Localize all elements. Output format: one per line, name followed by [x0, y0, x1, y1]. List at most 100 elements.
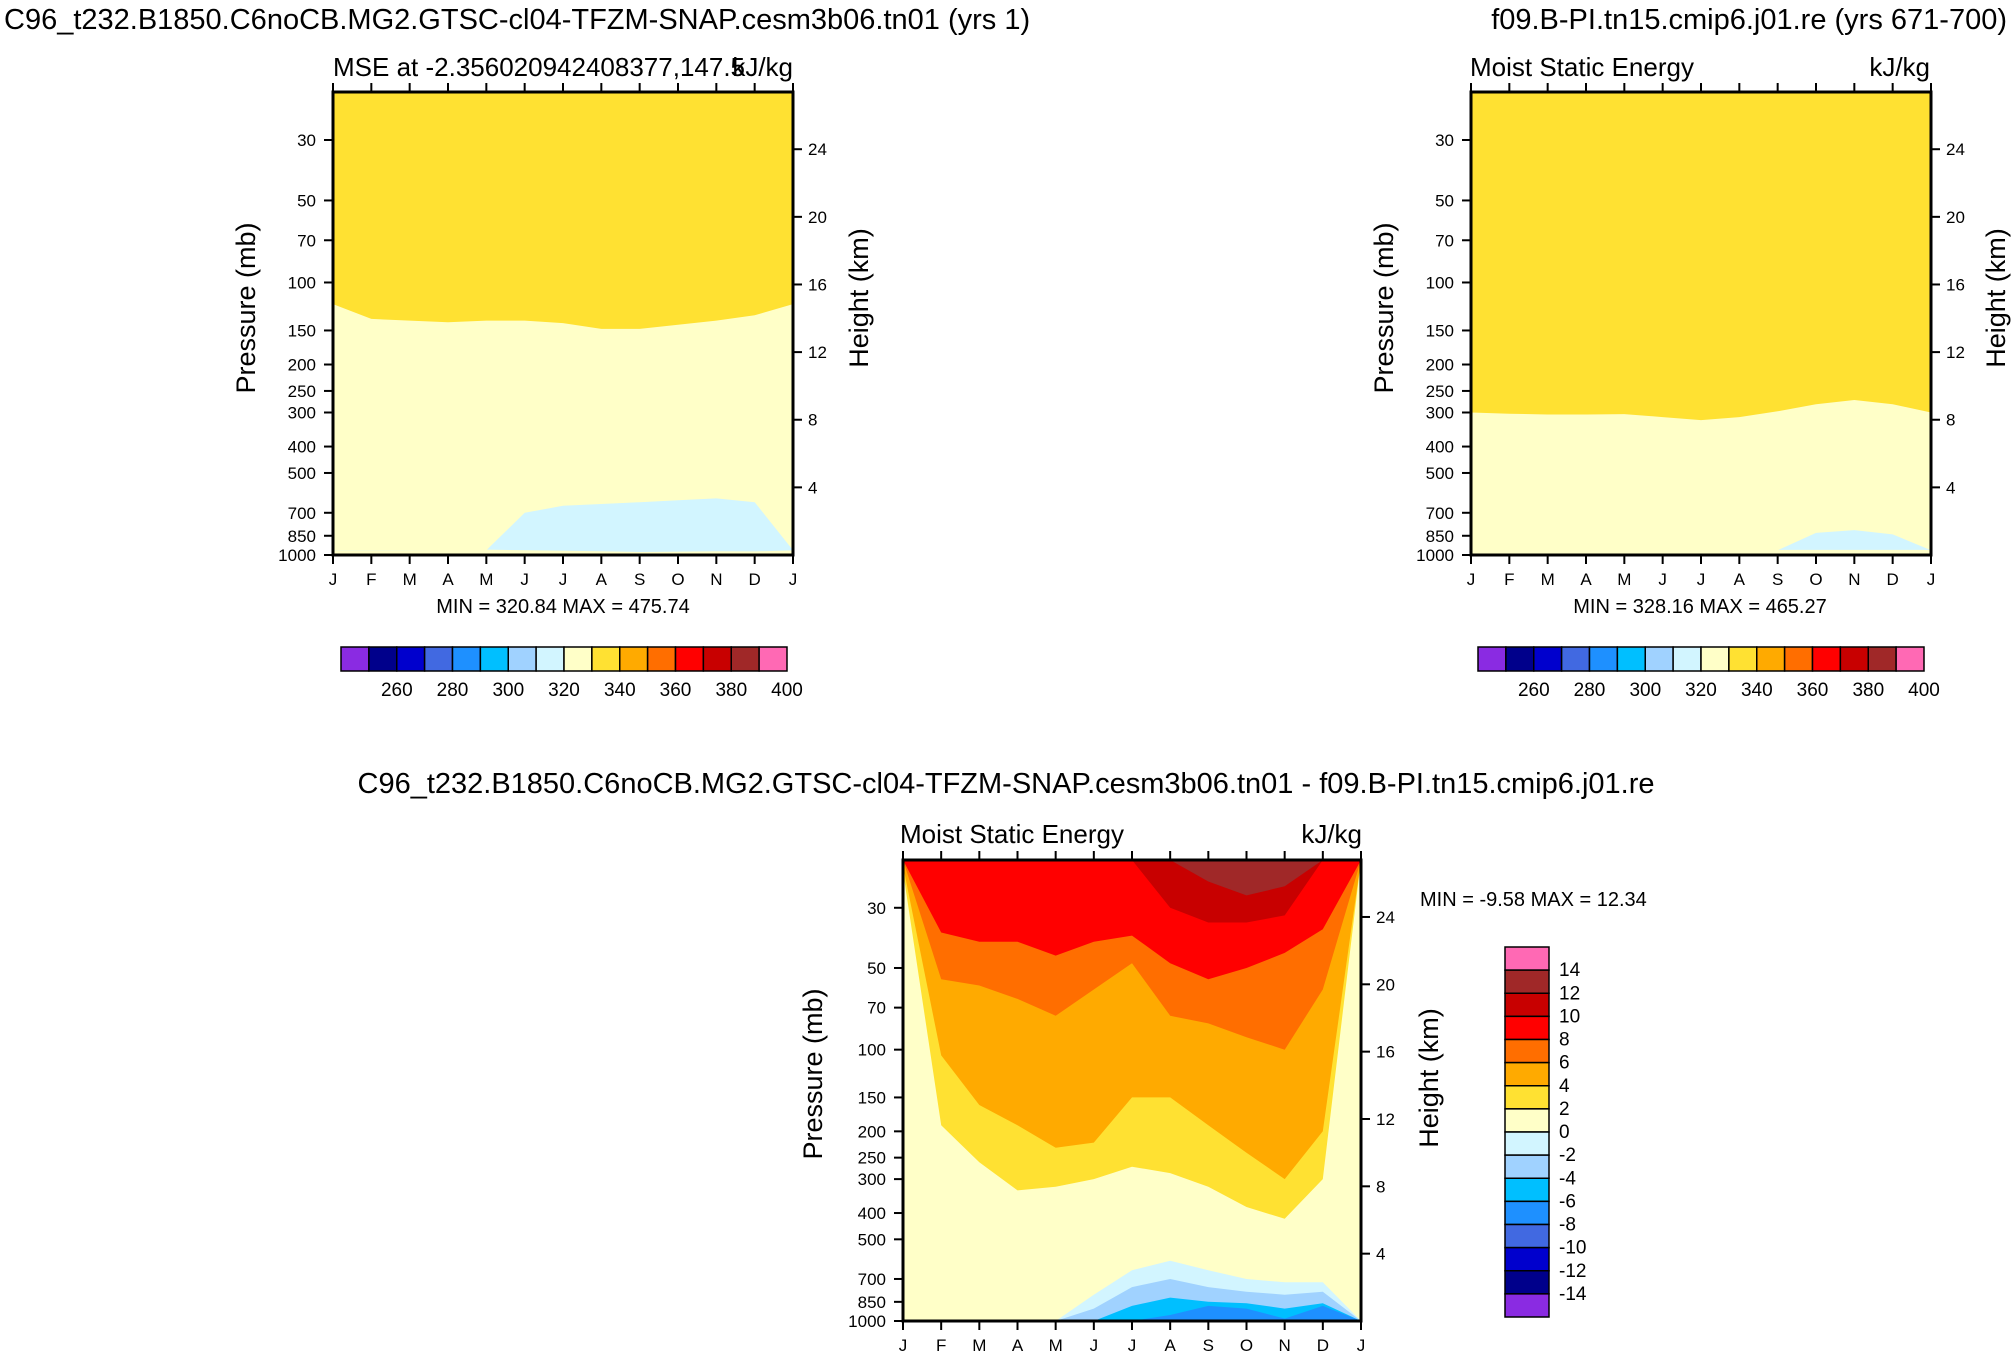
- panel-2-colorbar: 260 280 300 320 340 360 380 400: [1477, 646, 1940, 701]
- y-tick-right-label: 8: [1946, 411, 1955, 430]
- y-tick-label: 50: [867, 959, 886, 978]
- colorbar-label: 4: [1559, 1076, 1570, 1097]
- y-tick-label: 250: [1426, 382, 1454, 401]
- colorbar-label: 320: [1685, 680, 1717, 701]
- panel-1-stats: MIN = 320.84 MAX = 475.74: [436, 596, 690, 618]
- colorbar-box: [619, 646, 649, 672]
- colorbar-label: 14: [1559, 960, 1581, 981]
- colorbar-label: 320: [548, 680, 580, 701]
- y-tick-label: 1000: [1416, 546, 1454, 565]
- colorbar-label: -4: [1559, 1168, 1576, 1189]
- x-tick-label: J: [520, 570, 529, 589]
- x-tick-label: M: [479, 570, 493, 589]
- colorbar-box: [1504, 969, 1550, 994]
- colorbar-box: [507, 646, 537, 672]
- colorbar-box: [1504, 1154, 1550, 1179]
- colorbar-box: [368, 646, 398, 672]
- colorbar-box: [1756, 646, 1786, 672]
- colorbar-box: [1867, 646, 1897, 672]
- y-tick-label: 1000: [278, 546, 316, 565]
- contour-band: [903, 860, 1361, 896]
- colorbar-box: [758, 646, 788, 672]
- y-tick-label: 70: [1435, 231, 1454, 250]
- y-tick-label: 400: [1426, 438, 1454, 457]
- colorbar-box: [423, 646, 454, 672]
- x-tick-label: J: [1090, 1336, 1099, 1355]
- colorbar-box: [1505, 646, 1535, 672]
- y-tick-right-label: 8: [808, 411, 817, 430]
- y-tick-label: 70: [867, 999, 886, 1018]
- colorbar-label: 12: [1559, 983, 1580, 1004]
- y-tick-right-label: 8: [1376, 1177, 1385, 1196]
- colorbar-box: [1504, 1038, 1550, 1064]
- x-tick-label: A: [596, 570, 608, 589]
- colorbar-box: [1504, 946, 1550, 971]
- y-tick-label: 30: [1435, 131, 1454, 150]
- y-tick-label: 30: [297, 131, 316, 150]
- colorbar-box: [1504, 1085, 1550, 1110]
- x-tick-label: A: [442, 570, 454, 589]
- x-tick-label: J: [1927, 570, 1936, 589]
- colorbar-label: 260: [1518, 680, 1550, 701]
- y-tick-right-label: 20: [1946, 208, 1965, 227]
- colorbar-box: [674, 646, 705, 672]
- colorbar-label: 360: [1797, 680, 1829, 701]
- x-tick-label: S: [634, 570, 645, 589]
- y-tick-right-label: 24: [808, 140, 827, 159]
- colorbar-label: 2: [1559, 1099, 1570, 1120]
- colorbar-label: 360: [660, 680, 692, 701]
- colorbar-label: 6: [1559, 1053, 1570, 1074]
- colorbar-box: [591, 646, 621, 672]
- colorbar-box: [1504, 1200, 1550, 1226]
- colorbar-label: 340: [1741, 680, 1773, 701]
- y-tick-right-label: 4: [808, 478, 817, 497]
- colorbar-box: [396, 646, 426, 672]
- colorbar-label: -2: [1559, 1145, 1576, 1166]
- colorbar-label: 300: [492, 680, 524, 701]
- y-tick-label: 50: [1435, 191, 1454, 210]
- x-tick-label: S: [1772, 570, 1783, 589]
- y-tick-label: 100: [288, 273, 316, 292]
- y-tick-label: 850: [858, 1293, 886, 1312]
- x-tick-label: M: [403, 570, 417, 589]
- colorbar-box: [1504, 1177, 1550, 1203]
- colorbar-label: 380: [715, 680, 747, 701]
- x-tick-label: M: [1049, 1336, 1063, 1355]
- panel-1-title: C96_t232.B1850.C6noCB.MG2.GTSC-cl04-TFZM…: [4, 4, 1030, 36]
- y-tick-label: 500: [858, 1230, 886, 1249]
- contour-band: [1471, 530, 1931, 555]
- panel-1-colorbar: 260 280 300 320 340 360 380 400: [340, 646, 803, 701]
- colorbar-box: [646, 646, 677, 672]
- colorbar-label: -14: [1559, 1284, 1587, 1305]
- colorbar-box: [1700, 646, 1730, 672]
- y-tick-right-label: 12: [808, 343, 827, 362]
- y-tick-label: 400: [858, 1204, 886, 1223]
- y-tick-label: 250: [858, 1149, 886, 1168]
- y-tick-right-label: 16: [1946, 275, 1965, 294]
- x-tick-label: J: [1357, 1336, 1366, 1355]
- y-tick-label: 200: [858, 1122, 886, 1141]
- panel-2-ylabel: Pressure (mb): [1369, 222, 1399, 393]
- x-tick-label: J: [559, 570, 568, 589]
- x-tick-label: O: [1809, 570, 1822, 589]
- x-tick-label: J: [1697, 570, 1706, 589]
- panel-2-stats: MIN = 328.16 MAX = 465.27: [1573, 596, 1827, 618]
- x-tick-label: D: [749, 570, 761, 589]
- panel-1-ylabel-right: Height (km): [844, 228, 874, 368]
- panel-3-units: kJ/kg: [1301, 819, 1362, 849]
- colorbar-box: [340, 646, 370, 672]
- y-tick-right-label: 4: [1946, 478, 1955, 497]
- y-tick-label: 400: [288, 438, 316, 457]
- colorbar-label: 400: [771, 680, 803, 701]
- colorbar-box: [1588, 646, 1619, 672]
- x-tick-label: J: [789, 570, 798, 589]
- y-tick-label: 700: [858, 1270, 886, 1289]
- panel-1-ylabel: Pressure (mb): [231, 222, 261, 393]
- y-tick-label: 250: [288, 382, 316, 401]
- colorbar-label: 8: [1559, 1030, 1570, 1051]
- colorbar-box: [1504, 1246, 1550, 1272]
- colorbar-label: 300: [1629, 680, 1661, 701]
- colorbar-box: [1895, 646, 1925, 672]
- panel-3-stats: MIN = -9.58 MAX = 12.34: [1420, 889, 1647, 911]
- panel-3-plot: J F M A M J J A S O N D J 30 50 70 100 150 200 250 300 400 500…: [848, 851, 1395, 1355]
